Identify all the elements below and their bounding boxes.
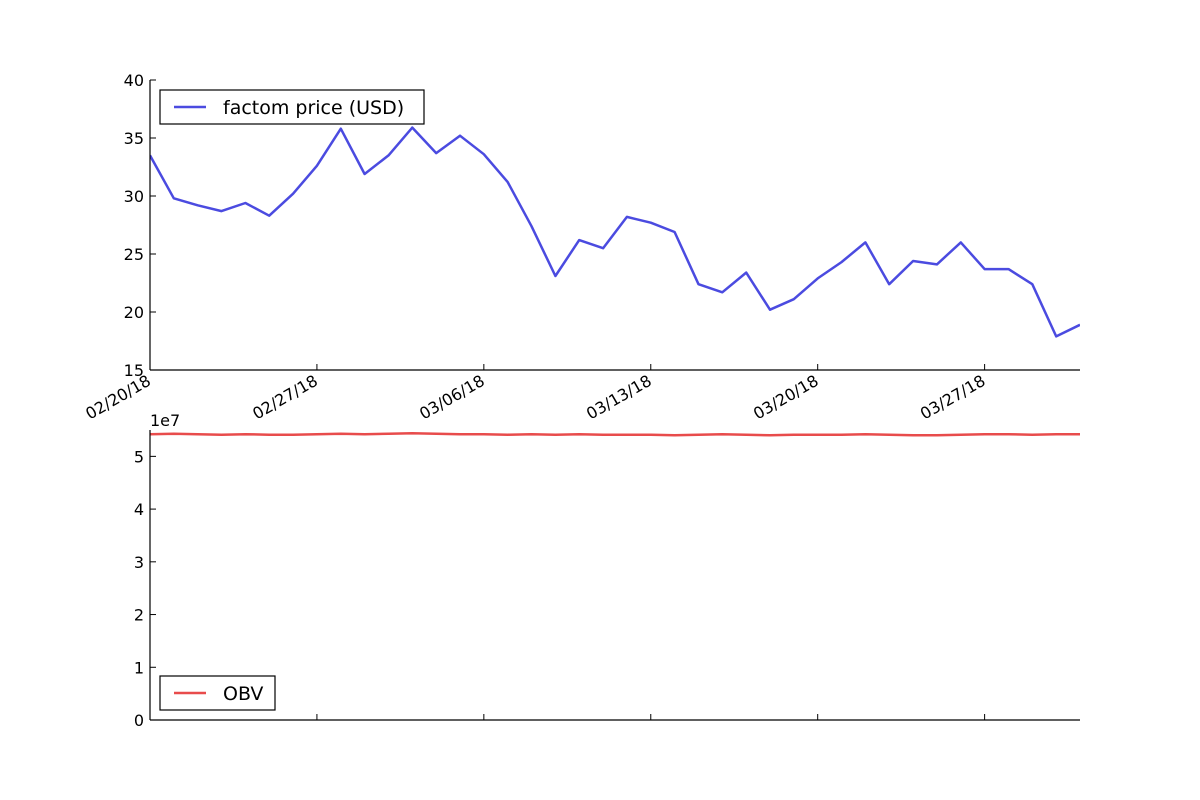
price-series-line <box>150 126 1080 338</box>
obv-y-offset-label: 1e7 <box>150 411 180 430</box>
price-x-tick-label: 03/06/18 <box>416 371 488 423</box>
obv-series-line <box>150 431 1080 437</box>
price-panel: 15 20 25 30 35 40 02/20/18 02/27/18 03/06/18 03/1… <box>82 71 1080 423</box>
obv-y-tick-label: 0 <box>134 711 144 730</box>
obv-y-tick-label: 1 <box>134 658 144 677</box>
obv-legend-label: OBV <box>223 683 263 705</box>
price-y-tick-label: 25 <box>124 245 144 264</box>
price-y-tick-label: 35 <box>124 129 144 148</box>
price-x-tick-label: 02/27/18 <box>249 371 321 423</box>
obv-y-tick-label: 5 <box>134 447 144 466</box>
price-y-tick-label: 40 <box>124 71 144 90</box>
obv-y-tick-label: 4 <box>134 500 144 519</box>
obv-legend: OBV <box>159 675 276 711</box>
obv-y-tick-label: 3 <box>134 553 144 572</box>
price-x-tick-label: 02/20/18 <box>82 371 154 423</box>
price-y-tick-label: 30 <box>124 187 144 206</box>
price-x-tick-label: 03/20/18 <box>750 371 822 423</box>
price-y-tick-label: 15 <box>124 361 144 380</box>
price-legend: factom price (USD) <box>159 89 425 125</box>
obv-panel: 0 1 2 3 4 5 1e7 OBV <box>134 411 1080 730</box>
obv-y-tick-label: 2 <box>134 606 144 625</box>
price-legend-label: factom price (USD) <box>223 97 404 119</box>
price-y-tick-label: 20 <box>124 303 144 322</box>
price-x-tick-label: 03/27/18 <box>917 371 989 423</box>
price-x-tick-label: 03/13/18 <box>583 371 655 423</box>
